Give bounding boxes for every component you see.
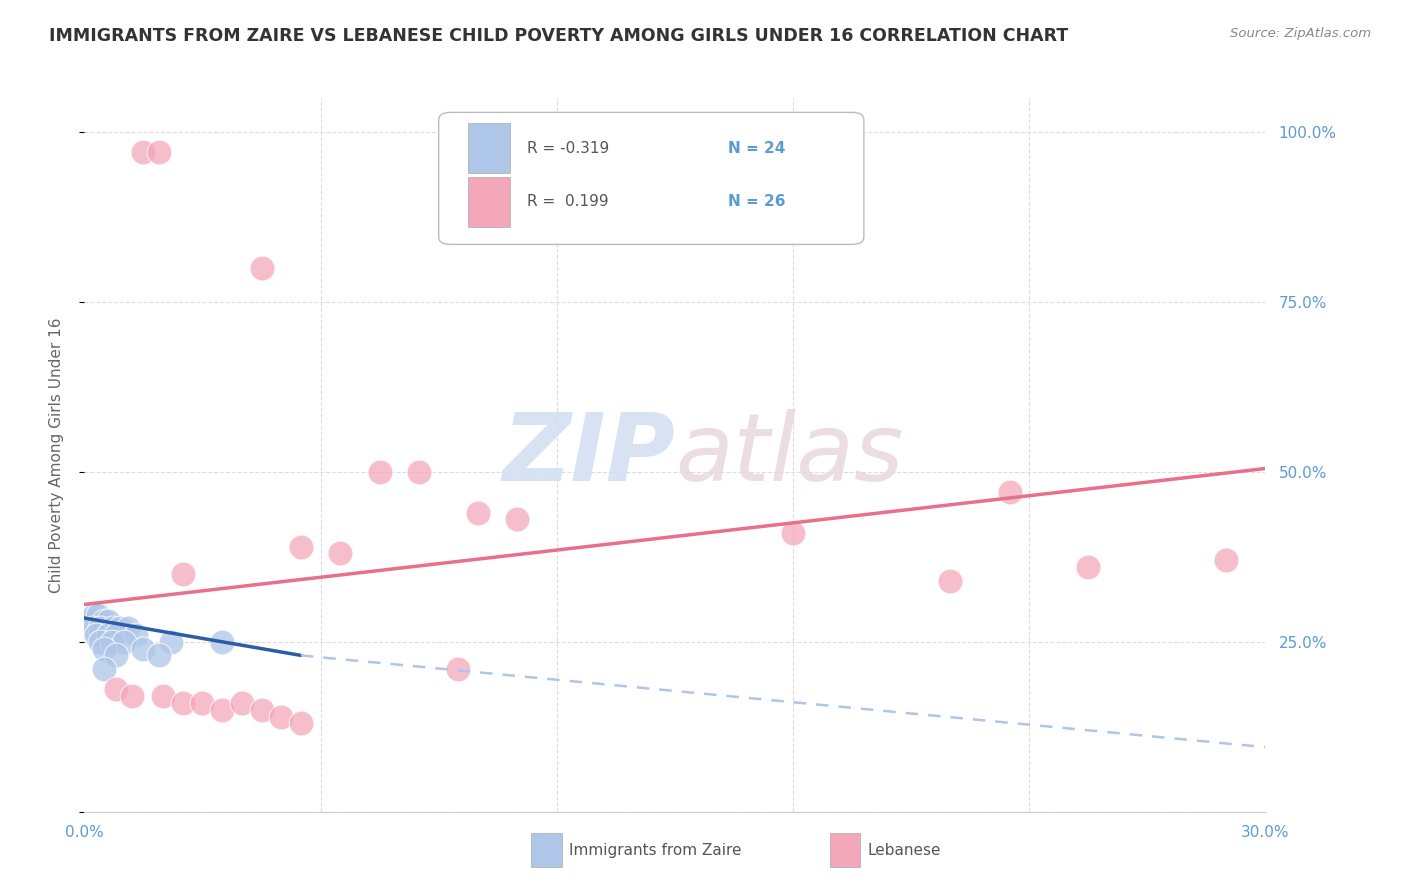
Point bbox=[368, 465, 391, 479]
Text: atlas: atlas bbox=[675, 409, 903, 500]
Point bbox=[506, 512, 529, 526]
Point bbox=[132, 145, 155, 160]
Point bbox=[101, 635, 124, 649]
Point bbox=[121, 689, 143, 703]
Point bbox=[191, 696, 214, 710]
Text: R = -0.319: R = -0.319 bbox=[527, 141, 609, 155]
Point bbox=[939, 574, 962, 588]
Point bbox=[93, 662, 115, 676]
Point bbox=[83, 607, 105, 622]
Point bbox=[270, 709, 292, 723]
Point bbox=[104, 628, 127, 642]
Point bbox=[82, 621, 104, 635]
Point bbox=[250, 703, 273, 717]
Point bbox=[132, 641, 155, 656]
Point bbox=[148, 145, 170, 160]
Point bbox=[172, 696, 194, 710]
Point bbox=[408, 465, 430, 479]
Text: Lebanese: Lebanese bbox=[868, 843, 941, 857]
Point bbox=[97, 615, 120, 629]
Point bbox=[93, 641, 115, 656]
Point bbox=[1077, 560, 1099, 574]
FancyBboxPatch shape bbox=[468, 177, 509, 227]
Point bbox=[101, 621, 124, 635]
Point bbox=[290, 716, 312, 731]
Text: N = 24: N = 24 bbox=[728, 141, 786, 155]
Point bbox=[112, 635, 135, 649]
Point bbox=[250, 260, 273, 275]
Point bbox=[97, 628, 120, 642]
Text: R =  0.199: R = 0.199 bbox=[527, 194, 609, 209]
Point bbox=[998, 485, 1021, 500]
Point bbox=[84, 628, 107, 642]
Point bbox=[782, 526, 804, 541]
Point bbox=[104, 682, 127, 697]
Y-axis label: Child Poverty Among Girls Under 16: Child Poverty Among Girls Under 16 bbox=[49, 318, 63, 592]
Point bbox=[467, 506, 489, 520]
Point bbox=[152, 689, 174, 703]
Point bbox=[148, 648, 170, 663]
Point bbox=[211, 703, 233, 717]
Point bbox=[160, 635, 183, 649]
Point bbox=[290, 540, 312, 554]
FancyBboxPatch shape bbox=[468, 123, 509, 173]
Text: N = 26: N = 26 bbox=[728, 194, 786, 209]
Text: IMMIGRANTS FROM ZAIRE VS LEBANESE CHILD POVERTY AMONG GIRLS UNDER 16 CORRELATION: IMMIGRANTS FROM ZAIRE VS LEBANESE CHILD … bbox=[49, 27, 1069, 45]
Point bbox=[1215, 553, 1237, 567]
Point bbox=[89, 635, 111, 649]
Point bbox=[104, 648, 127, 663]
FancyBboxPatch shape bbox=[439, 112, 863, 244]
Point bbox=[124, 628, 146, 642]
Text: Immigrants from Zaire: Immigrants from Zaire bbox=[569, 843, 742, 857]
Text: ZIP: ZIP bbox=[502, 409, 675, 501]
Text: Source: ZipAtlas.com: Source: ZipAtlas.com bbox=[1230, 27, 1371, 40]
Point bbox=[211, 635, 233, 649]
Point bbox=[108, 621, 131, 635]
Point bbox=[93, 615, 115, 629]
Point bbox=[231, 696, 253, 710]
Point bbox=[89, 621, 111, 635]
Point bbox=[447, 662, 470, 676]
Point bbox=[172, 566, 194, 581]
Point bbox=[79, 615, 101, 629]
Point bbox=[329, 546, 352, 560]
Point bbox=[87, 607, 110, 622]
Point bbox=[117, 621, 139, 635]
